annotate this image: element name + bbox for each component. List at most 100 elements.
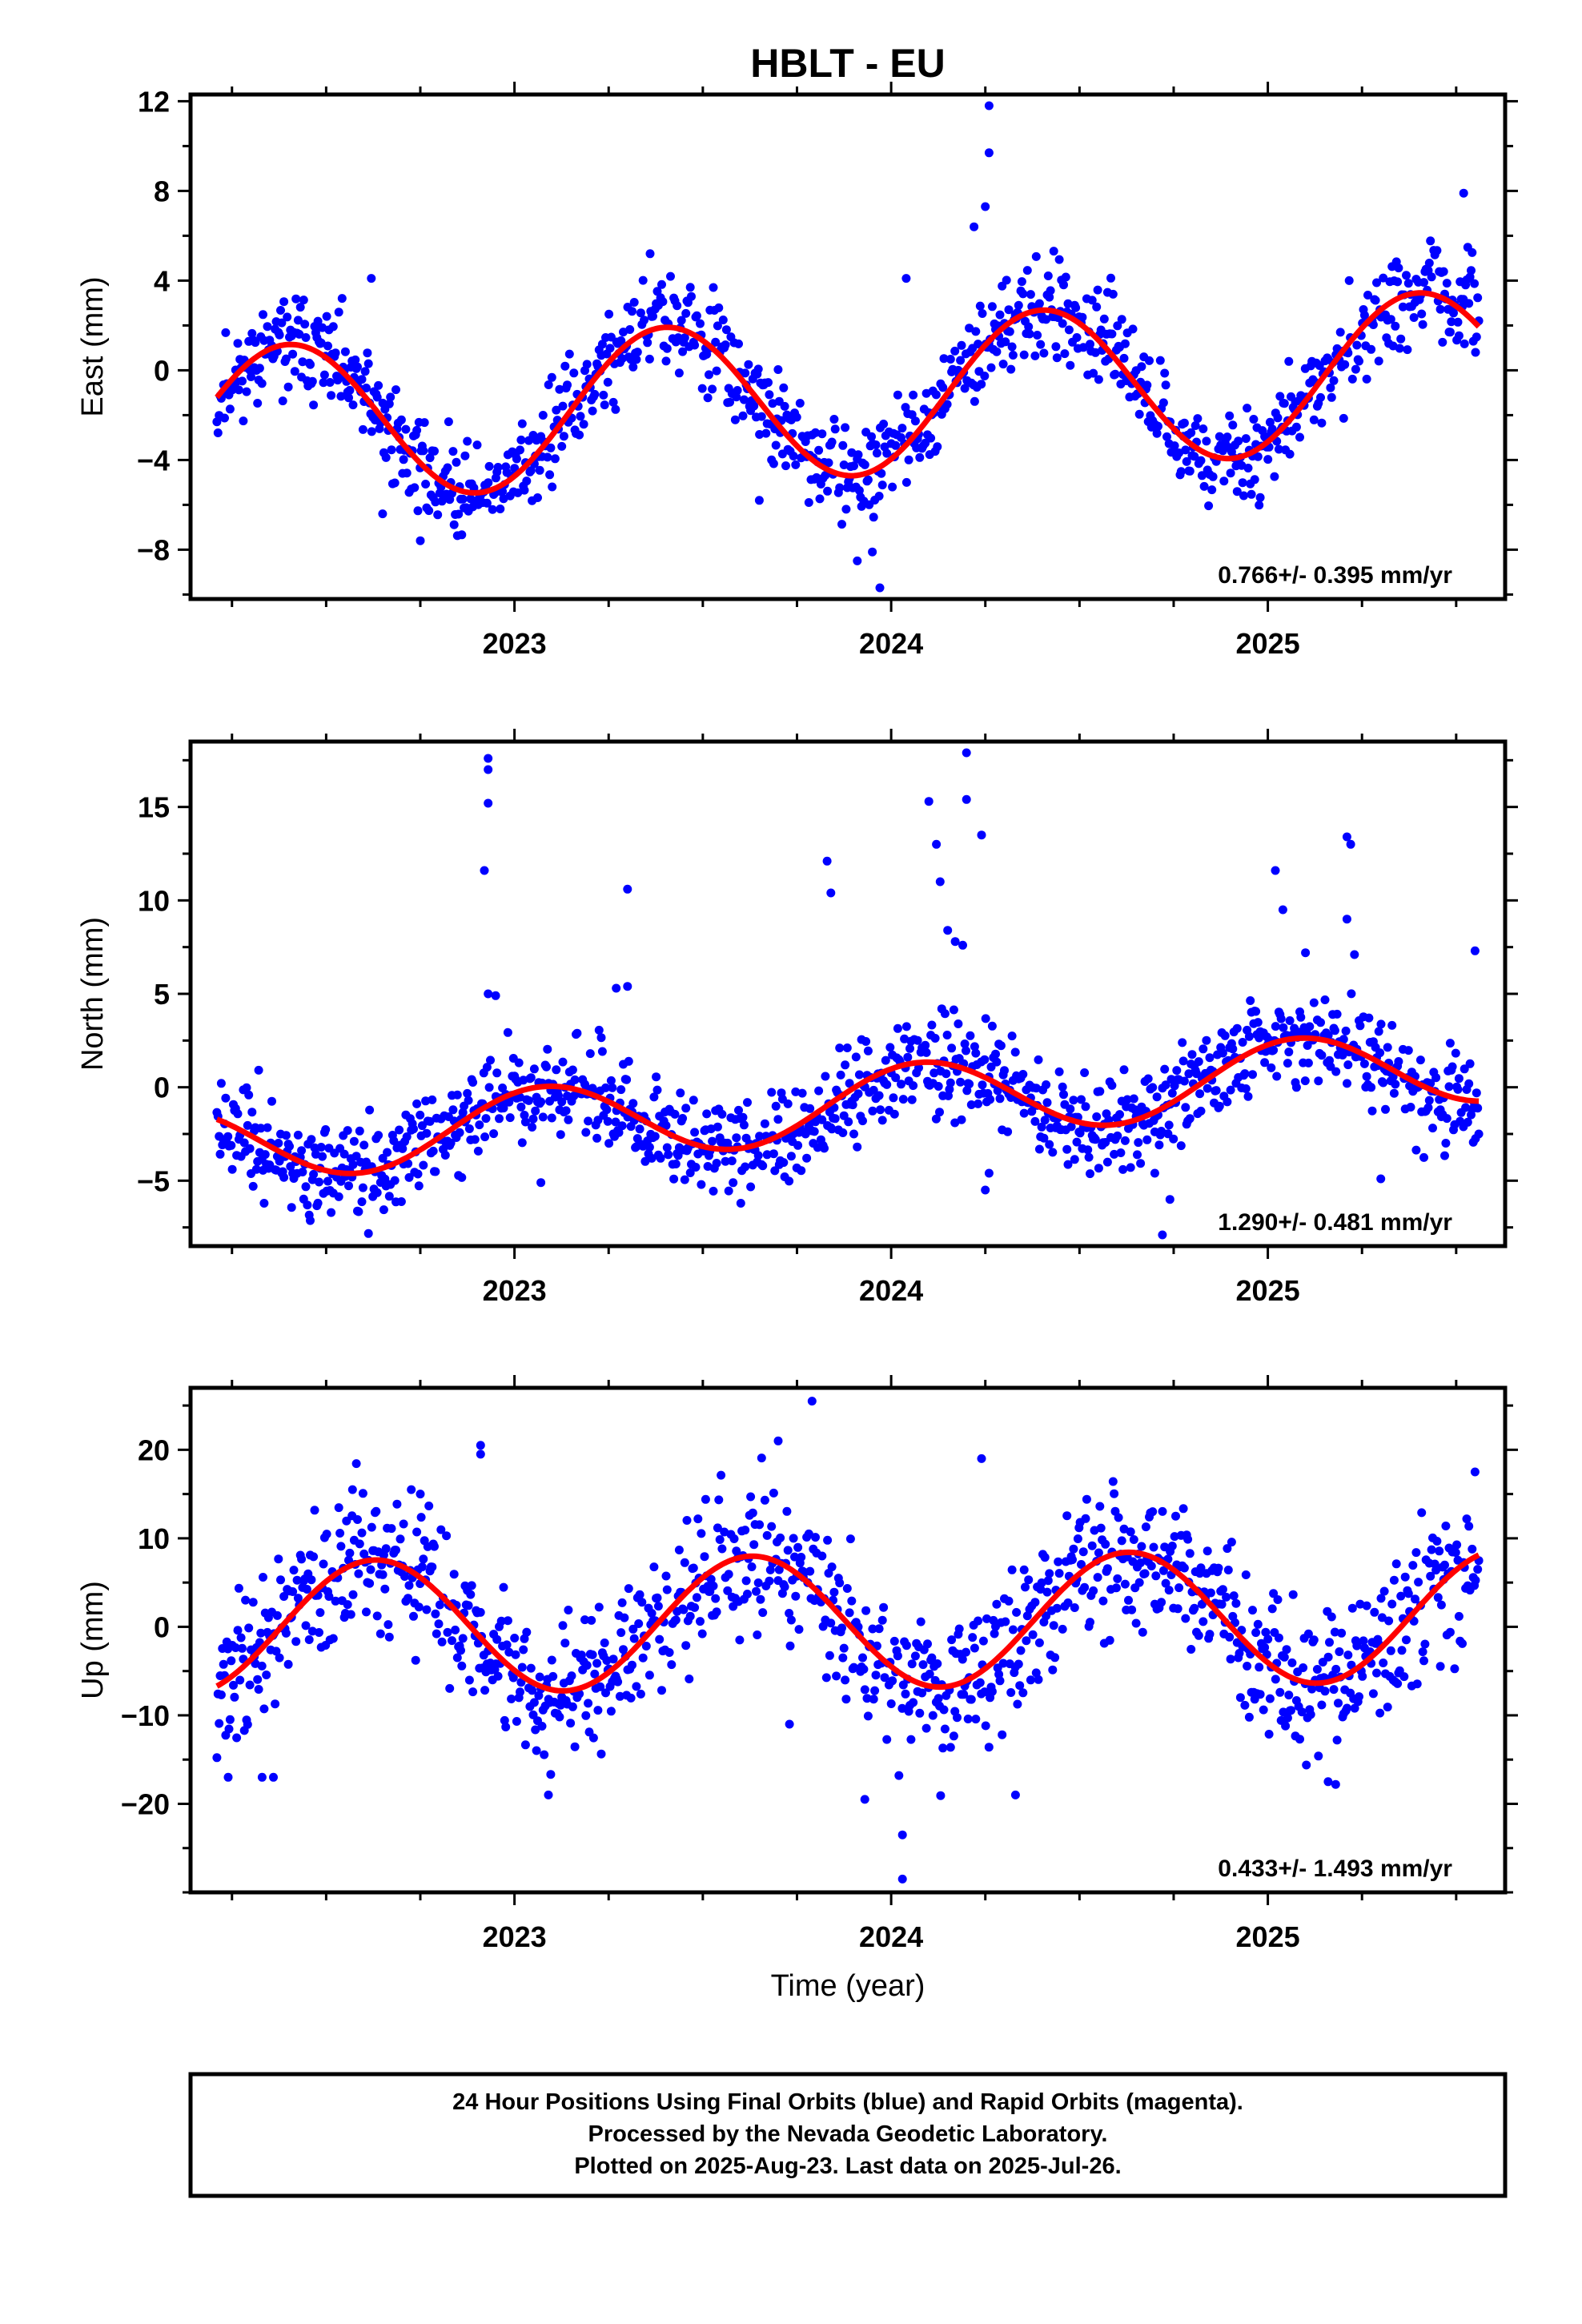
data-point bbox=[410, 483, 420, 493]
fit-curve bbox=[215, 1035, 1480, 1176]
data-point bbox=[1238, 1038, 1247, 1047]
data-point bbox=[1006, 1688, 1016, 1697]
data-point bbox=[1127, 1605, 1137, 1614]
data-point bbox=[227, 1656, 236, 1666]
data-point bbox=[673, 301, 682, 311]
data-point bbox=[1297, 1707, 1307, 1717]
outlier-point bbox=[932, 839, 942, 849]
data-point bbox=[835, 1043, 845, 1053]
data-point bbox=[1435, 1546, 1444, 1556]
data-point bbox=[648, 312, 657, 321]
data-point bbox=[1016, 1646, 1026, 1655]
data-point bbox=[1309, 415, 1319, 424]
data-point bbox=[1007, 342, 1017, 352]
data-point bbox=[821, 1072, 830, 1081]
data-point bbox=[652, 1085, 662, 1095]
data-point bbox=[419, 446, 428, 456]
data-point bbox=[395, 1125, 404, 1135]
data-point bbox=[1043, 1576, 1053, 1586]
data-point bbox=[1295, 1735, 1304, 1744]
data-point bbox=[600, 1638, 609, 1647]
outlier-point bbox=[977, 1454, 986, 1463]
data-point bbox=[1178, 1056, 1188, 1066]
data-point bbox=[1229, 1591, 1239, 1601]
data-point bbox=[357, 1528, 367, 1538]
data-point bbox=[594, 1025, 604, 1035]
data-point bbox=[1276, 1014, 1286, 1023]
data-point bbox=[940, 1724, 950, 1734]
data-point bbox=[372, 1611, 382, 1621]
outlier-point bbox=[223, 1772, 233, 1782]
data-point bbox=[674, 1546, 684, 1554]
data-point bbox=[390, 1176, 400, 1185]
data-point bbox=[771, 1101, 781, 1111]
data-point bbox=[1344, 275, 1354, 285]
data-point bbox=[1205, 1053, 1215, 1063]
data-point bbox=[841, 423, 850, 432]
data-point bbox=[569, 368, 579, 378]
data-point bbox=[340, 347, 350, 356]
data-point bbox=[1386, 315, 1395, 324]
data-point bbox=[743, 1590, 752, 1598]
data-point bbox=[635, 1590, 644, 1599]
data-point bbox=[909, 390, 918, 400]
data-point bbox=[381, 452, 391, 462]
data-point bbox=[1066, 360, 1075, 370]
data-point bbox=[984, 1743, 994, 1752]
data-point bbox=[1307, 1684, 1317, 1694]
data-point bbox=[921, 1047, 931, 1057]
data-point bbox=[331, 1596, 340, 1606]
data-point bbox=[1193, 414, 1203, 424]
x-tick-label: 2024 bbox=[859, 1920, 923, 1953]
data-point bbox=[293, 316, 303, 325]
data-point bbox=[995, 310, 1005, 320]
data-point bbox=[348, 1160, 358, 1169]
data-point bbox=[1061, 272, 1070, 282]
data-point bbox=[1142, 380, 1152, 390]
data-point bbox=[1274, 444, 1283, 454]
data-point bbox=[975, 1678, 985, 1687]
data-point bbox=[555, 1712, 564, 1722]
data-point bbox=[564, 1115, 573, 1124]
data-point bbox=[923, 1639, 932, 1649]
data-point bbox=[1367, 344, 1376, 354]
data-point bbox=[661, 356, 671, 366]
data-point bbox=[641, 1642, 651, 1651]
data-point bbox=[821, 471, 830, 480]
data-point bbox=[319, 378, 328, 388]
data-point bbox=[292, 1575, 302, 1585]
data-point bbox=[874, 1091, 884, 1100]
data-point bbox=[1118, 1164, 1128, 1174]
data-point bbox=[283, 382, 293, 392]
data-point bbox=[431, 497, 440, 507]
data-point bbox=[1049, 247, 1058, 256]
data-point bbox=[786, 1152, 796, 1161]
data-point bbox=[907, 1095, 917, 1104]
data-point bbox=[957, 1115, 966, 1124]
data-point bbox=[974, 1099, 983, 1108]
data-point bbox=[592, 1133, 602, 1143]
data-point bbox=[1152, 1092, 1162, 1102]
data-point bbox=[392, 1499, 402, 1509]
data-point bbox=[1094, 1548, 1103, 1558]
data-point bbox=[679, 1605, 689, 1614]
data-point bbox=[628, 1099, 638, 1108]
data-point bbox=[353, 362, 362, 372]
data-point bbox=[1093, 1573, 1102, 1582]
y-tick-label: 10 bbox=[138, 1522, 170, 1555]
data-point bbox=[1215, 1101, 1224, 1111]
data-point bbox=[746, 1182, 756, 1192]
data-point bbox=[711, 1594, 721, 1603]
data-point bbox=[721, 325, 731, 335]
data-point bbox=[661, 1571, 671, 1581]
data-point bbox=[1087, 296, 1097, 305]
data-point bbox=[791, 1591, 801, 1601]
data-point bbox=[363, 359, 373, 368]
data-point bbox=[354, 1207, 363, 1216]
data-point bbox=[644, 354, 654, 364]
data-point bbox=[783, 1099, 793, 1108]
data-point bbox=[1137, 1542, 1146, 1551]
data-point bbox=[1063, 299, 1073, 308]
outlier-point bbox=[1342, 915, 1351, 924]
